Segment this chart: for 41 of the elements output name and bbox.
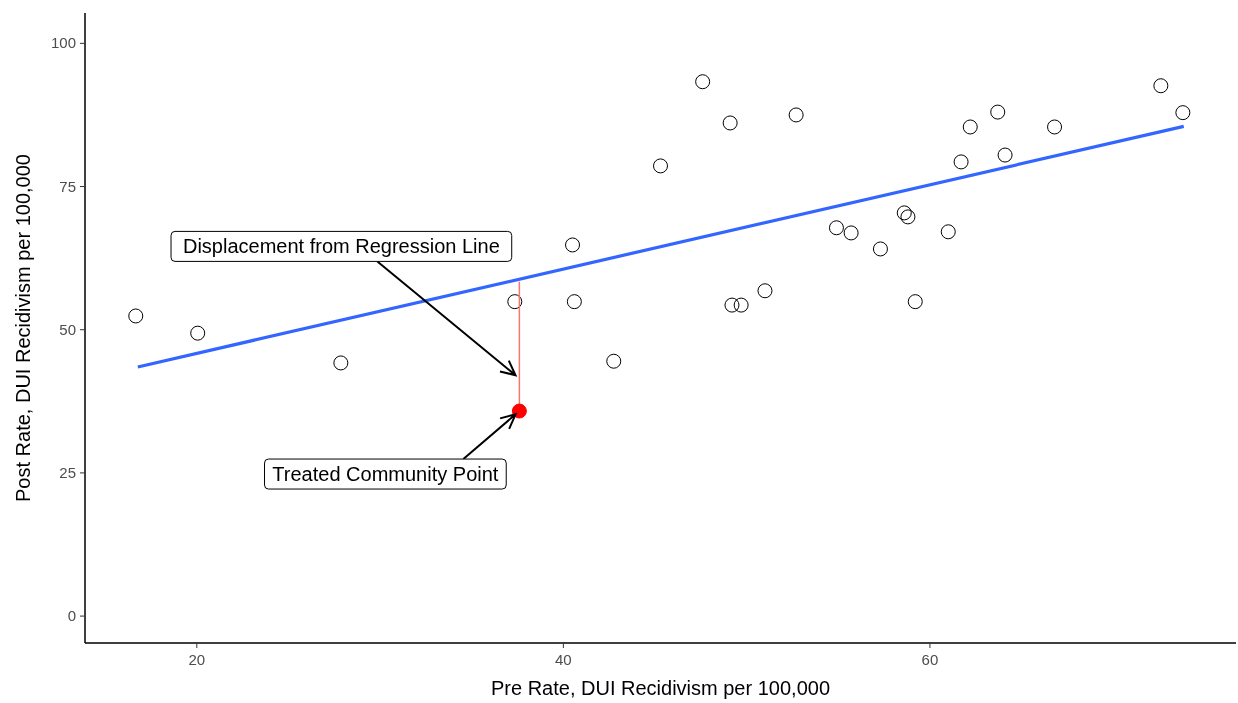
point — [733, 297, 749, 313]
point — [566, 294, 582, 310]
point — [953, 154, 969, 170]
point — [128, 308, 144, 324]
point — [1153, 78, 1169, 94]
point — [695, 74, 711, 90]
y-axis-title: Post Rate, DUI Recidivism per 100,000 — [12, 154, 34, 502]
point — [333, 355, 349, 371]
point — [907, 294, 923, 310]
point — [940, 224, 956, 240]
point — [997, 147, 1013, 163]
point — [962, 119, 978, 135]
x-tick-label: 20 — [188, 651, 206, 668]
point — [511, 403, 527, 419]
point — [788, 107, 804, 123]
point — [828, 220, 844, 236]
y-tick-label: 100 — [50, 34, 76, 52]
point — [606, 353, 622, 369]
point — [653, 158, 668, 174]
point — [757, 283, 773, 299]
point — [507, 294, 523, 310]
point — [843, 225, 859, 241]
point — [1047, 119, 1063, 135]
y-tick-label: 50 — [59, 320, 76, 338]
point — [724, 297, 740, 313]
annotation: Treated Community Point — [272, 463, 499, 486]
x-tick-label: 40 — [555, 651, 572, 668]
point — [896, 205, 912, 221]
annotation: Displacement from Regression Line — [182, 235, 500, 258]
point — [900, 209, 916, 225]
y-tick-label: 75 — [59, 177, 76, 195]
y-tick-label: 25 — [59, 463, 76, 481]
y-tick-label: 0 — [67, 607, 76, 625]
point — [565, 237, 581, 253]
x-axis-title: Pre Rate, DUI Recidivism per 100,000 — [490, 677, 831, 699]
point — [190, 325, 206, 341]
point — [990, 104, 1006, 120]
x-tick-label: 60 — [921, 651, 939, 668]
point — [1175, 105, 1191, 121]
point — [872, 241, 888, 257]
point — [722, 115, 738, 131]
